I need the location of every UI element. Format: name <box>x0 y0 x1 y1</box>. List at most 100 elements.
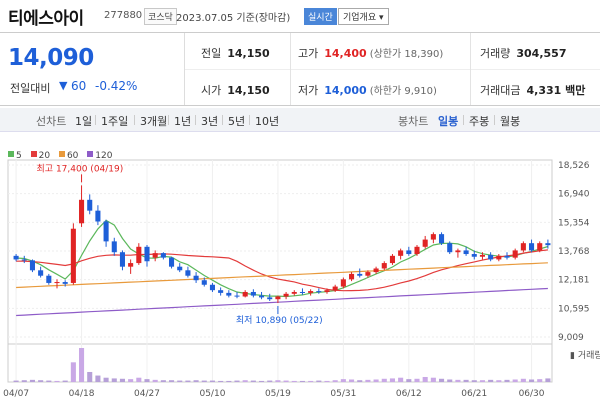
candle-chart-label[interactable]: 봉차트 <box>398 115 429 128</box>
volume-bar <box>267 380 273 382</box>
volume-bar <box>357 380 363 382</box>
tab-daily[interactable]: 일봉 <box>438 115 459 128</box>
candle-body <box>38 270 44 276</box>
tab-1w[interactable]: 1주일 <box>101 115 129 128</box>
volume-bar <box>250 380 256 382</box>
volume-bar <box>349 379 355 382</box>
candle-body <box>111 241 117 253</box>
volume-bar <box>545 378 551 382</box>
candle-body <box>242 291 248 297</box>
volume-bar <box>422 376 428 382</box>
candle-body <box>177 266 183 271</box>
volume-bar <box>95 375 101 382</box>
y-tick-label: 18,526 <box>558 161 590 171</box>
candle-body <box>340 279 346 287</box>
low-stat: 저가 14,000 (하한가 9,910) <box>298 84 437 97</box>
volume-bar <box>316 380 322 382</box>
candle-body <box>512 250 518 258</box>
candle-body <box>70 228 76 283</box>
volume-bar <box>54 380 60 382</box>
volume-bar <box>21 380 27 382</box>
divider <box>290 33 291 105</box>
legend-item-ma5: 5 <box>8 151 22 161</box>
volume-bar <box>144 379 150 382</box>
y-tick-label: 9,009 <box>558 333 584 343</box>
candle-body <box>267 297 273 300</box>
volume-bar <box>414 378 420 382</box>
candle-body <box>324 290 330 292</box>
candle-body <box>13 255 19 260</box>
candle-body <box>29 260 35 271</box>
tab-weekly[interactable]: 주봉 <box>469 115 490 128</box>
candle-body <box>103 221 109 242</box>
volume-bar <box>488 379 494 382</box>
x-tick-label: 05/19 <box>265 389 291 399</box>
candle-body <box>144 246 150 262</box>
candle-body <box>406 250 412 255</box>
candle-body <box>439 234 445 244</box>
volume-label: ▮ 거래량 <box>570 349 600 361</box>
tab-3m[interactable]: 3개월 <box>140 115 168 128</box>
candle-body <box>463 250 469 255</box>
x-tick-label: 06/12 <box>396 389 422 399</box>
candle-body <box>357 273 363 276</box>
volume-bar <box>332 380 338 382</box>
tab-10y[interactable]: 10년 <box>255 115 280 128</box>
candle-body <box>275 296 281 300</box>
volume-bar <box>46 380 52 382</box>
y-tick-label: 13,768 <box>558 247 590 257</box>
realtime-button[interactable]: 실시간 <box>304 8 337 25</box>
candle-body <box>185 270 191 276</box>
candle-body <box>349 273 355 280</box>
volume-bar <box>209 380 215 382</box>
company-overview-button[interactable]: 기업개요 ▾ <box>338 8 389 25</box>
volume-bar <box>185 380 191 382</box>
candle-body <box>381 263 387 269</box>
y-tick-label: 15,354 <box>558 218 590 228</box>
volume-bar <box>275 380 281 382</box>
candle-body <box>209 284 215 291</box>
candle-body <box>95 210 101 222</box>
candle-body <box>283 293 289 297</box>
tab-1y[interactable]: 1년 <box>174 115 192 128</box>
high-annotation: 최고 17,400 (04/19) <box>37 163 124 174</box>
volume-bar <box>152 379 158 382</box>
volume-bar <box>13 380 19 382</box>
candle-body <box>488 254 494 260</box>
x-tick-label: 04/07 <box>3 389 29 399</box>
prev-day-label: 전일대비 <box>10 82 51 95</box>
divider <box>185 69 600 70</box>
change-rate: -0.42% <box>95 79 138 93</box>
candle-body <box>46 275 52 283</box>
high-stat: 고가 14,400 (상한가 18,390) <box>298 47 444 60</box>
candle-body <box>422 239 428 247</box>
volume-bar <box>87 371 93 382</box>
candle-body <box>21 259 27 261</box>
candle-body <box>234 295 240 297</box>
volume-bar <box>169 380 175 382</box>
open-stat: 시가 14,150 <box>201 84 270 97</box>
tab-monthly[interactable]: 월봉 <box>500 115 521 128</box>
volume-bar <box>177 380 183 382</box>
y-tick-label: 12,181 <box>558 276 590 286</box>
volume-bar <box>520 378 526 382</box>
volume-bar <box>471 380 477 382</box>
candle-body <box>365 272 371 276</box>
volume-bar <box>201 380 207 382</box>
volume-bar <box>103 377 109 382</box>
volume-bar <box>226 380 232 382</box>
volume-bar <box>406 379 412 382</box>
tab-3y[interactable]: 3년 <box>201 115 219 128</box>
volume-bar <box>381 378 387 382</box>
stock-header: 티에스아이 277880 코스닥 2023.07.05 기준(장마감) 실시간 … <box>0 0 600 32</box>
tab-5y[interactable]: 5년 <box>228 115 246 128</box>
candle-body <box>193 275 199 281</box>
y-tick-label: 10,595 <box>558 304 590 314</box>
tab-1d[interactable]: 1일 <box>75 115 93 128</box>
y-tick-label: 16,940 <box>558 190 590 200</box>
candle-body <box>373 268 379 273</box>
low-annotation: 최저 10,890 (05/22) <box>236 315 323 326</box>
line-chart-label[interactable]: 선차트 <box>36 115 67 128</box>
candle-body <box>136 246 142 264</box>
